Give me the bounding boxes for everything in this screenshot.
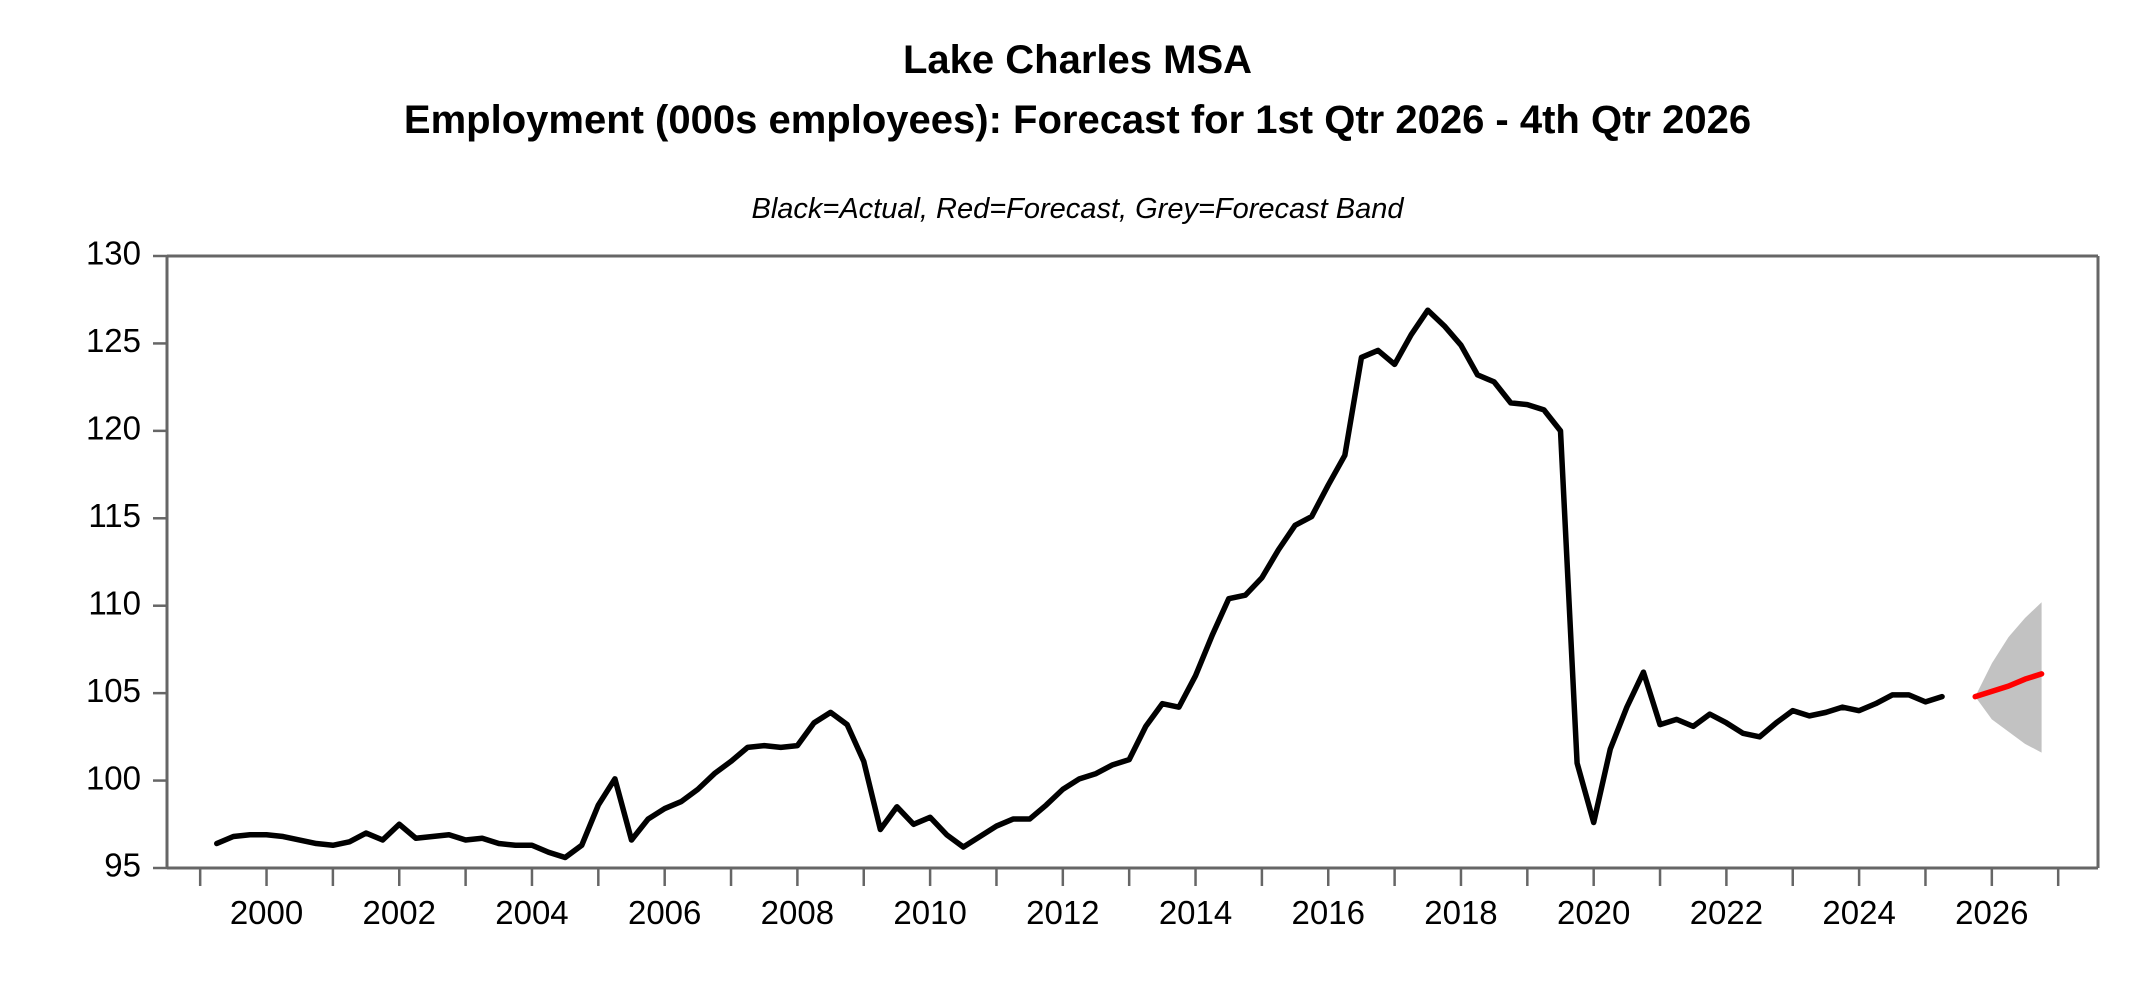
forecast-band-area (1975, 602, 2042, 753)
page-title: Lake Charles MSA (902, 38, 1253, 82)
y-tick-label: 120 (86, 410, 141, 447)
chart-tick-marks (153, 254, 2060, 886)
forecast-series-line (1972, 671, 2045, 700)
chart-axes (165, 254, 2100, 870)
y-tick-label: 95 (104, 847, 141, 884)
y-tick-label: 100 (86, 759, 141, 796)
forecast-line-path (1972, 671, 2045, 700)
x-tick-label: 2020 (1557, 894, 1630, 931)
x-tick-label: 2014 (1159, 894, 1232, 931)
y-tick-label: 105 (86, 672, 141, 709)
x-tick-label: 2000 (230, 894, 303, 931)
y-tick-label: 115 (88, 497, 141, 534)
x-tick-label: 2026 (1955, 894, 2028, 931)
page-subtitle-line: Employment (000s employees): Forecast fo… (403, 98, 1752, 142)
y-tick-label: 125 (86, 322, 141, 359)
y-tick-label: 130 (86, 235, 141, 272)
forecast-band-polygon (1975, 602, 2042, 753)
x-tick-label: 2006 (628, 894, 701, 931)
x-axis-labels: 2000 2002 2004 2006 2008 2010 2012 2014 2016 2018… (230, 894, 2029, 931)
x-tick-label: 2008 (761, 894, 834, 931)
x-tick-label: 2018 (1424, 894, 1497, 931)
actual-series-line (214, 307, 1945, 861)
actual-line-path (214, 307, 1945, 861)
chart-legend-note: Black=Actual, Red=Forecast, Grey=Forecas… (751, 193, 1404, 225)
chart-title-block: Lake Charles MSA Employment (000s employ… (0, 30, 2155, 150)
y-axis-labels: 95 100 105 110 115 120 125 130 (86, 235, 141, 884)
y-tick-label: 110 (88, 584, 141, 621)
x-tick-label: 2012 (1026, 894, 1099, 931)
x-tick-label: 2024 (1822, 894, 1895, 931)
x-tick-label: 2002 (363, 894, 436, 931)
x-tick-label: 2004 (495, 894, 568, 931)
x-tick-label: 2016 (1292, 894, 1365, 931)
x-tick-label: 2010 (893, 894, 966, 931)
x-tick-label: 2022 (1690, 894, 1763, 931)
